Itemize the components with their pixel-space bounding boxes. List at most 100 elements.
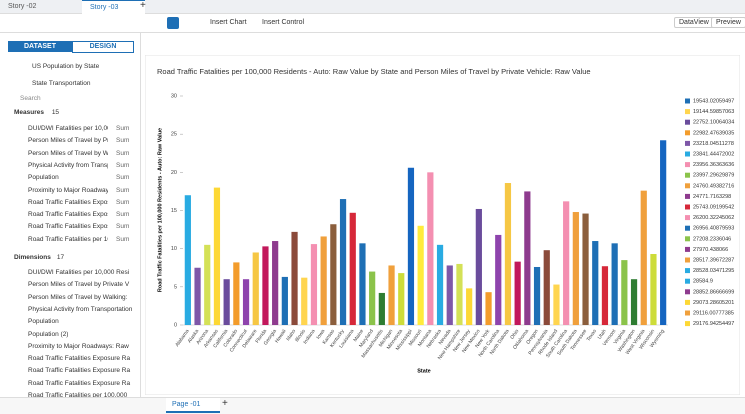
dimension[interactable]: Proximity to Major Roadways: Raw bbox=[28, 342, 129, 350]
aggregation: Sum bbox=[116, 137, 130, 145]
dataset-tab[interactable]: DATASET bbox=[8, 41, 72, 52]
measure[interactable]: Person Miles of Travel by Pri bbox=[28, 137, 108, 145]
measure[interactable]: DUI/DWI Fatalities per 10,00 bbox=[28, 125, 108, 132]
count: 15 bbox=[51, 109, 60, 116]
bar bbox=[572, 212, 579, 325]
measure[interactable]: Population bbox=[28, 174, 59, 182]
dimension[interactable]: Person Miles of Travel by Private V bbox=[28, 281, 130, 289]
legend-swatch bbox=[685, 257, 690, 263]
bar bbox=[533, 266, 541, 325]
filter-button[interactable] bbox=[167, 17, 179, 29]
story-tab[interactable]: Story -03 bbox=[82, 0, 145, 14]
bar bbox=[456, 263, 463, 325]
page-tab[interactable]: Page -01 bbox=[166, 398, 220, 413]
y-tick-label: 5 bbox=[174, 284, 177, 290]
bar bbox=[398, 273, 405, 325]
bar bbox=[213, 187, 221, 325]
bar bbox=[485, 292, 492, 325]
dataset[interactable]: US Population by State bbox=[32, 63, 100, 70]
x-axis-title: State bbox=[417, 368, 430, 374]
legend-label: 28584.9 bbox=[693, 279, 713, 285]
dimension[interactable]: Road Traffic Fatalities Exposure Ra bbox=[28, 379, 131, 387]
measure[interactable]: Person Miles of Travel by Wa bbox=[28, 149, 108, 157]
legend-label: 23956.36363636 bbox=[693, 162, 734, 168]
bar bbox=[417, 225, 424, 325]
legend-label: 22982.47639035 bbox=[693, 130, 734, 136]
aggregation: Sum bbox=[116, 174, 130, 182]
legend-label: 26956.40879593 bbox=[693, 226, 734, 232]
bar bbox=[184, 195, 191, 325]
measure[interactable]: Road Traffic Fatalities Expos bbox=[28, 211, 108, 219]
dimension[interactable]: Physical Activity from Transportation bbox=[28, 305, 133, 313]
bar bbox=[359, 243, 366, 325]
legend-swatch bbox=[685, 278, 690, 284]
measures-title: Measures 15 bbox=[14, 109, 59, 116]
x-tick-label: Utah bbox=[597, 328, 608, 340]
bar bbox=[378, 292, 385, 325]
legend-swatch bbox=[685, 193, 690, 199]
measure[interactable]: Physical Activity from Transp bbox=[28, 161, 108, 169]
legend-swatch bbox=[685, 289, 690, 295]
insert-chart[interactable]: Insert Chart bbox=[210, 19, 247, 26]
legend-swatch bbox=[685, 172, 690, 178]
aggregation: Sum bbox=[116, 161, 130, 169]
legend-swatch bbox=[685, 246, 690, 252]
y-axis-title: Road Traffic Fatalities per 100,000 Resi… bbox=[157, 128, 163, 292]
preview-button[interactable]: Preview bbox=[711, 17, 745, 28]
dimension[interactable]: Road Traffic Fatalities Exposure Ra bbox=[28, 367, 131, 375]
add-tab[interactable]: + bbox=[140, 0, 146, 11]
bar bbox=[504, 183, 512, 325]
add-page[interactable]: + bbox=[222, 398, 228, 409]
dimension[interactable]: Population (2) bbox=[28, 330, 69, 338]
legend-label: 28517.39672287 bbox=[693, 257, 734, 263]
dimension[interactable]: Person Miles of Travel by Walking: bbox=[28, 293, 128, 301]
legend-swatch bbox=[685, 299, 690, 305]
bar bbox=[524, 191, 531, 325]
bar bbox=[475, 208, 482, 325]
chart-tools bbox=[145, 40, 745, 53]
measure[interactable]: Road Traffic Fatalities per 10 bbox=[28, 235, 108, 243]
legend-swatch bbox=[685, 268, 690, 274]
legend-label: 24771.7163298 bbox=[693, 194, 731, 200]
legend-label: 23841.44472002 bbox=[693, 151, 734, 157]
bar bbox=[436, 244, 444, 325]
measure[interactable]: Road Traffic Fatalities Expos bbox=[28, 198, 108, 206]
bar bbox=[543, 250, 550, 325]
bar bbox=[630, 279, 638, 325]
aggregation: Sum bbox=[116, 235, 130, 243]
bar bbox=[330, 224, 337, 325]
dimension[interactable]: Population bbox=[28, 318, 59, 326]
bar bbox=[407, 167, 415, 325]
bar bbox=[582, 213, 589, 325]
dataview-button[interactable]: DataView bbox=[674, 17, 714, 28]
bar bbox=[650, 254, 657, 325]
bar bbox=[320, 236, 327, 325]
story-tab[interactable]: Story -02 bbox=[8, 3, 37, 10]
dimension[interactable]: DUI/DWI Fatalities per 10,000 Resi bbox=[28, 269, 130, 276]
legend-label: 29073.28605201 bbox=[693, 300, 734, 306]
dataset[interactable]: State Transportation bbox=[32, 80, 91, 87]
measure[interactable]: Proximity to Major Roadways bbox=[28, 186, 108, 194]
design-tab[interactable]: DESIGN bbox=[72, 41, 134, 53]
dimension[interactable]: Road Traffic Fatalities Exposure Ra bbox=[28, 355, 131, 363]
legend-label: 26200.32245062 bbox=[693, 215, 734, 221]
label: Dimensions bbox=[14, 254, 51, 261]
legend-swatch bbox=[685, 183, 690, 189]
bar bbox=[242, 279, 250, 325]
insert-control[interactable]: Insert Control bbox=[262, 19, 305, 26]
bar bbox=[262, 246, 269, 325]
legend-swatch bbox=[685, 98, 690, 104]
legend-label: 27208.2336046 bbox=[693, 236, 731, 242]
legend-swatch bbox=[685, 236, 690, 242]
aggregation: Sum bbox=[116, 223, 130, 231]
legend-swatch bbox=[685, 119, 690, 125]
bar bbox=[640, 190, 647, 325]
bar bbox=[233, 262, 240, 325]
dimension[interactable]: Road Traffic Fatalities per 100,000 bbox=[28, 392, 128, 399]
x-tick-label: Iowa bbox=[315, 328, 326, 340]
measure[interactable]: Road Traffic Fatalities Expos bbox=[28, 223, 108, 231]
search[interactable]: Search bbox=[20, 95, 41, 102]
bar bbox=[281, 276, 288, 325]
bar bbox=[466, 288, 473, 325]
bar bbox=[223, 279, 230, 325]
